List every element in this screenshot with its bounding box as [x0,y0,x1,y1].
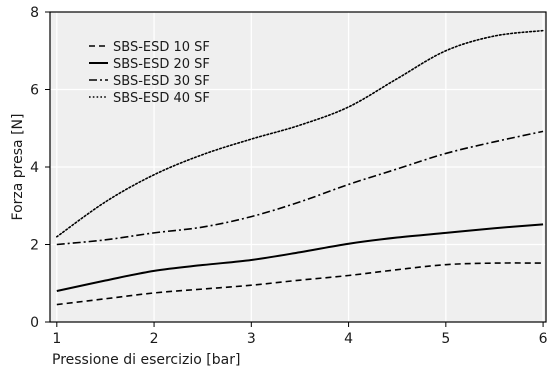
x-tick-label: 2 [150,331,159,347]
y-tick-label: 8 [30,5,39,21]
legend: SBS-ESD 10 SF SBS-ESD 20 SF SBS-ESD 30 SF S… [89,40,210,106]
y-tick-label: 2 [30,238,39,254]
x-tick-label: 3 [247,331,256,347]
series-line-sbs-esd-10-sf [56,262,544,306]
x-tick-label: 4 [344,331,353,347]
legend-label: SBS-ESD 30 SF [113,74,210,89]
legend-label: SBS-ESD 20 SF [113,57,210,72]
x-axis: 1 2 3 4 5 6 [52,322,548,347]
y-tick-label: 4 [30,160,39,176]
series-line-sbs-esd-20-sf [56,223,544,292]
legend-label: SBS-ESD 10 SF [113,40,210,55]
y-tick-label: 0 [30,315,39,331]
x-tick-label: 5 [441,331,450,347]
series-line-sbs-esd-30-sf [56,130,544,246]
series-lines [56,29,544,306]
grid [50,12,546,322]
y-tick-label: 6 [30,83,39,99]
y-axis-title: Forza presa [N] [10,114,26,221]
legend-label: SBS-ESD 40 SF [113,91,210,106]
x-axis-title: Pressione di esercizio [bar] [52,352,240,368]
x-tick-label: 1 [52,331,61,347]
y-axis: 0 2 4 6 8 [30,5,50,331]
series-line-sbs-esd-40-sf [56,29,544,238]
x-tick-label: 6 [539,331,548,347]
